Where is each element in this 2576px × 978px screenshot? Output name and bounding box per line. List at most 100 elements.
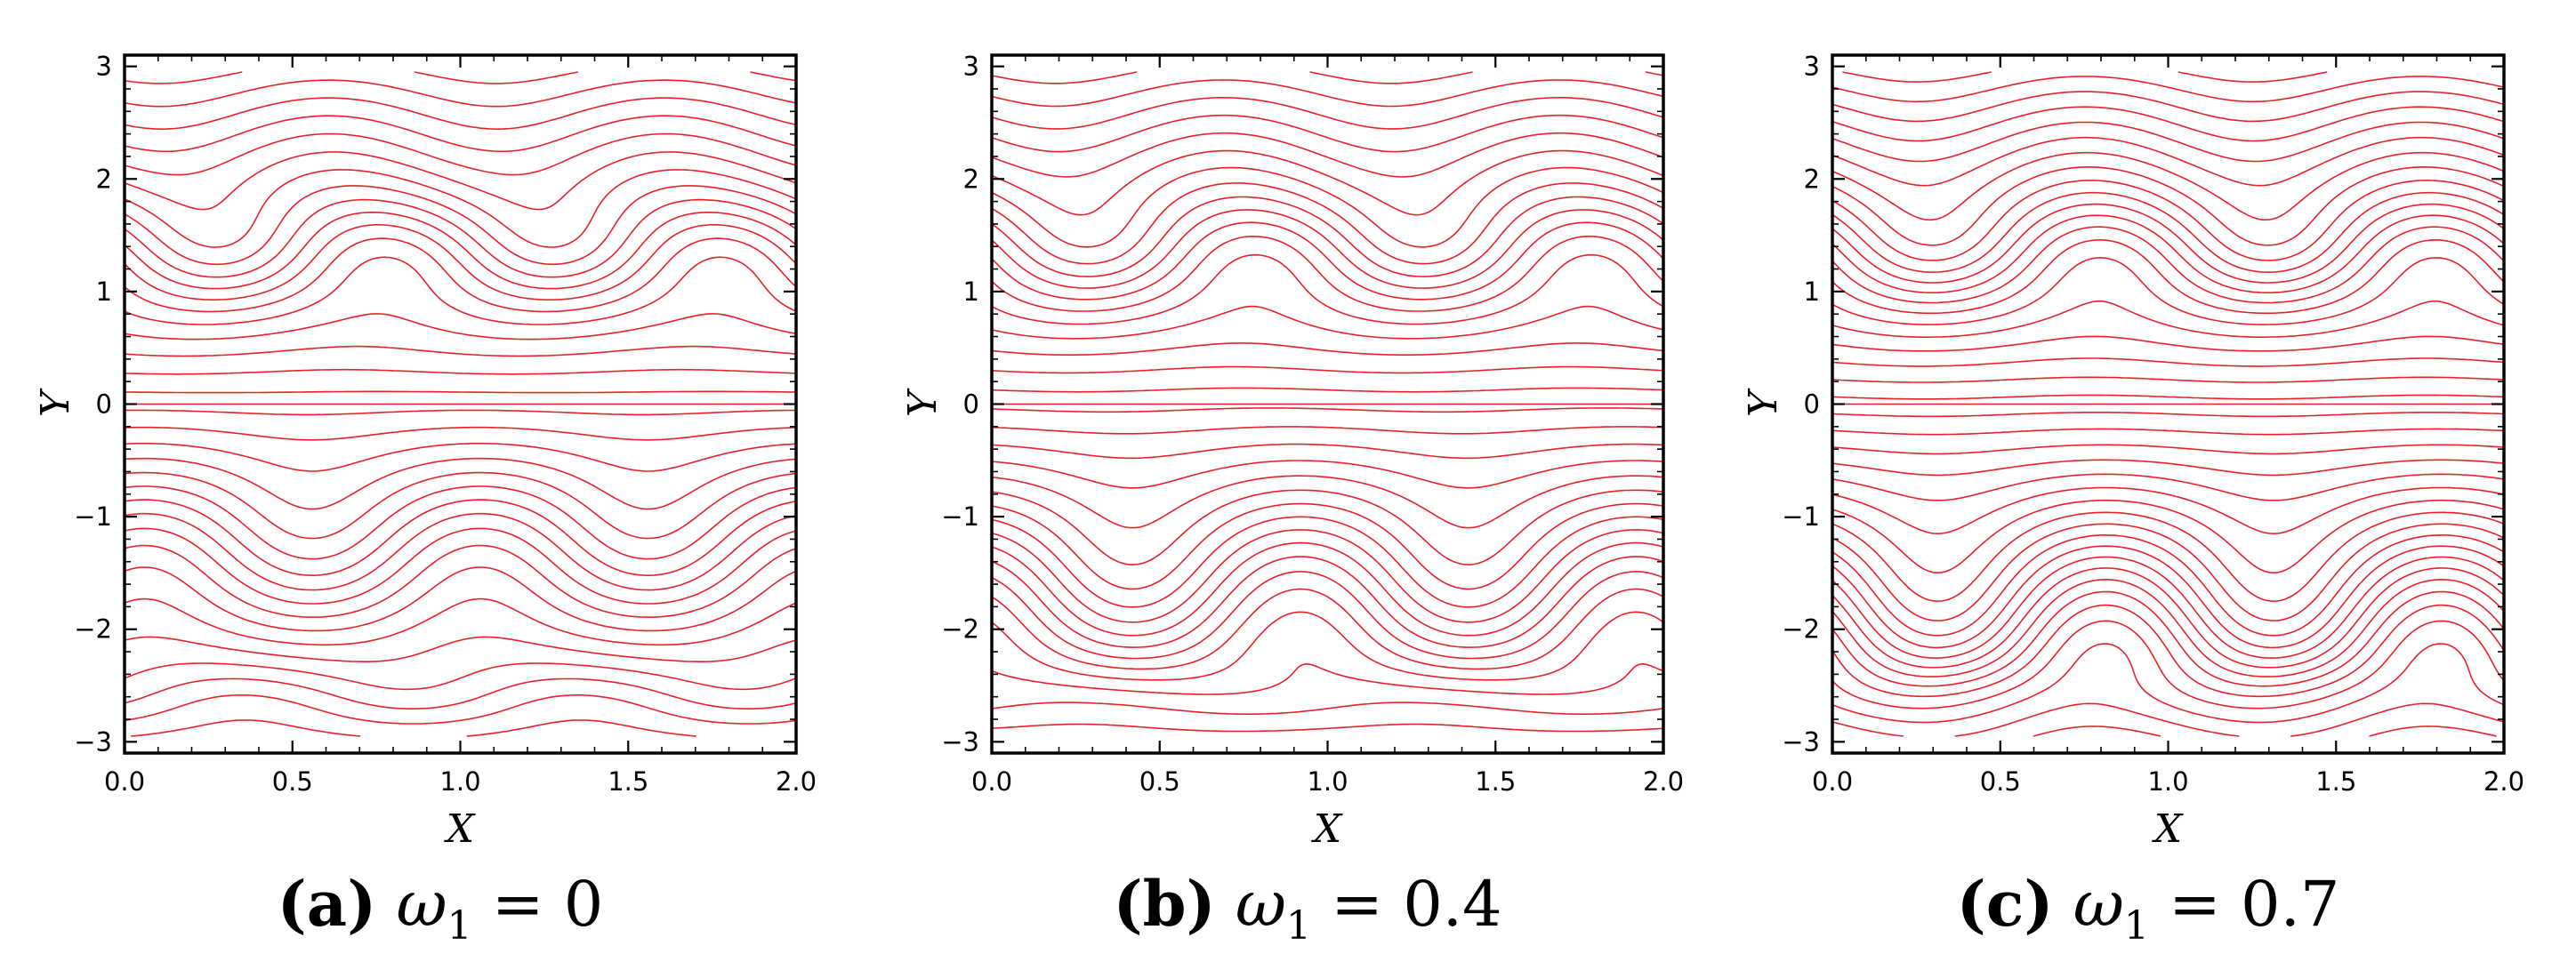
contour-line-c-31 — [1832, 191, 2504, 273]
contour-line-b-16 — [992, 426, 1663, 435]
contour-line-c-12 — [1832, 523, 2504, 621]
contour-line-a-28 — [125, 169, 796, 248]
contour-line-b-7 — [992, 556, 1663, 648]
x-tick-label-b-1: 0.5 — [1139, 766, 1180, 797]
contour-line-c-4 — [1832, 620, 2504, 709]
contour-line-a-12 — [125, 485, 796, 560]
contour-line-a-33 — [125, 79, 796, 108]
y-tick-label-c-6: 3 — [1804, 52, 1820, 82]
contour-line-a-22 — [125, 256, 796, 325]
contour-line-a-34 — [125, 71, 796, 84]
contour-line-b-2 — [992, 701, 1663, 715]
contour-line-b-34 — [992, 71, 1663, 84]
caption-b-value: 0.4 — [1403, 868, 1502, 941]
contour-line-c-35 — [1832, 136, 2504, 187]
y-tick-label-b-5: 2 — [963, 164, 979, 194]
contour-line-c-23 — [1832, 357, 2504, 367]
contour-line-c-18 — [1832, 444, 2504, 455]
contour-line-a-4 — [125, 662, 796, 691]
contour-group-b — [992, 71, 1663, 733]
caption-c-subscript: 1 — [2123, 903, 2149, 949]
plot-area-c: 0.0 0.5 1.0 1.5 2.0 −3 −2 −1 0 1 2 3 X Y — [1741, 52, 2524, 852]
contour-line-a-27 — [125, 185, 796, 266]
contour-panel-b: 0.0 0.5 1.0 1.5 2.0 −3 −2 −1 0 1 2 3 X Y (b) ω1 = 0.4 — [881, 0, 1735, 978]
contour-line-b-28 — [992, 166, 1663, 248]
contour-line-a-10 — [125, 512, 796, 591]
contour-panel-a: 0.0 0.5 1.0 1.5 2.0 −3 −2 −1 0 1 2 3 X Y (a) ω1 = 0 — [13, 0, 867, 978]
contour-line-a-5 — [125, 636, 796, 662]
contour-line-b-9 — [992, 529, 1663, 623]
y-tick-label-b-0: −3 — [941, 726, 979, 757]
contour-group-c — [1832, 71, 2504, 737]
y-tick-label-b-3: 0 — [963, 389, 979, 420]
y-tick-label-a-3: 0 — [96, 389, 112, 420]
contour-line-b-1 — [992, 723, 1663, 733]
caption-a-omega: ω — [396, 868, 447, 941]
y-tick-label-b-1: −2 — [941, 614, 979, 645]
contour-line-b-25 — [992, 209, 1663, 289]
x-tick-label-c-0: 0.0 — [1812, 766, 1853, 797]
caption-c-label: (c) — [1956, 867, 2054, 941]
contour-line-b-29 — [992, 149, 1663, 216]
y-tick-label-a-5: 2 — [96, 164, 112, 194]
caption-a-subscript: 1 — [447, 903, 472, 949]
contour-line-b-11 — [992, 502, 1663, 590]
x-tick-label-a-3: 1.5 — [608, 766, 648, 797]
x-axis-label-a: X — [444, 806, 476, 852]
contour-line-b-24 — [992, 221, 1663, 301]
contour-line-a-31 — [125, 115, 796, 153]
contour-line-b-26 — [992, 196, 1663, 277]
contour-line-a-2 — [125, 694, 796, 725]
y-axis-label-a: Y — [33, 388, 78, 417]
contour-line-c-28 — [1832, 226, 2504, 304]
contour-line-a-25 — [125, 212, 796, 290]
x-tick-label-c-4: 2.0 — [2483, 766, 2524, 797]
contour-line-a-18 — [125, 390, 796, 394]
contour-line-b-12 — [992, 489, 1663, 565]
caption-b: (b) ω1 = 0.4 — [881, 867, 1735, 949]
contour-line-b-23 — [992, 236, 1663, 312]
contour-line-c-17 — [1832, 459, 2504, 477]
contour-line-a-26 — [125, 198, 796, 278]
y-tick-label-c-4: 1 — [1804, 277, 1820, 307]
contour-group-a — [125, 71, 796, 737]
x-axis-label-c: X — [2152, 806, 2184, 852]
contour-line-c-32 — [1832, 180, 2504, 261]
contour-line-a-29 — [125, 151, 796, 211]
contour-line-c-30 — [1832, 203, 2504, 284]
contour-line-b-13 — [992, 475, 1663, 529]
contour-line-b-17 — [992, 407, 1663, 413]
contour-line-a-21 — [125, 313, 796, 341]
x-tick-label-a-2: 1.0 — [439, 766, 480, 797]
contour-line-a-32 — [125, 97, 796, 130]
plot-area-b: 0.0 0.5 1.0 1.5 2.0 −3 −2 −1 0 1 2 3 X Y — [900, 52, 1684, 852]
contour-line-c-6 — [1832, 590, 2504, 687]
caption-c-omega: ω — [2073, 868, 2124, 941]
y-tick-label-a-2: −1 — [74, 501, 112, 532]
contour-line-c-15 — [1832, 486, 2504, 534]
y-tick-label-b-6: 3 — [963, 52, 979, 82]
contour-line-a-16 — [125, 426, 796, 441]
caption-b-equals: = — [1331, 868, 1383, 941]
contour-line-b-14 — [992, 460, 1663, 489]
x-axis-label-b: X — [1311, 806, 1343, 852]
contour-line-c-16 — [1832, 473, 2504, 501]
caption-a-value: 0 — [563, 868, 604, 941]
y-axis-label-c: Y — [1741, 388, 1786, 417]
contour-line-c-10 — [1832, 545, 2504, 649]
contour-line-b-4 — [992, 611, 1663, 681]
plot-area-a: 0.0 0.5 1.0 1.5 2.0 −3 −2 −1 0 1 2 3 X Y — [33, 52, 817, 852]
contour-line-a-7 — [125, 566, 796, 632]
contour-line-a-3 — [125, 677, 796, 709]
caption-a: (a) ω1 = 0 — [13, 867, 867, 949]
contour-line-a-19 — [125, 368, 796, 375]
y-tick-label-c-2: −1 — [1782, 501, 1820, 532]
contour-line-b-8 — [992, 541, 1663, 637]
contour-line-b-6 — [992, 571, 1663, 660]
y-tick-label-c-5: 2 — [1804, 164, 1820, 194]
x-tick-label-c-1: 0.5 — [1980, 766, 2021, 797]
contour-panel-c: 0.0 0.5 1.0 1.5 2.0 −3 −2 −1 0 1 2 3 X Y (c) ω1 = 0.7 — [1721, 0, 2575, 978]
caption-c-value: 0.7 — [2241, 868, 2340, 941]
contour-line-b-22 — [992, 253, 1663, 325]
contour-line-b-3 — [992, 662, 1663, 695]
